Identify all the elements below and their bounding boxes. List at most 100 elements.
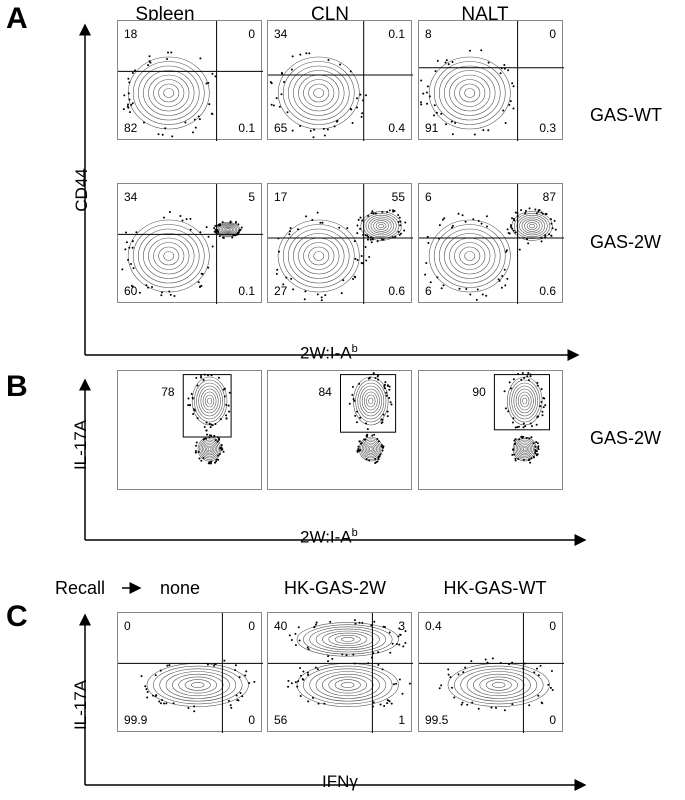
x-axis-title-a-main: 2W:I-A: [300, 343, 352, 363]
contour-line: [203, 442, 216, 456]
contour-line: [226, 228, 230, 231]
event-dot: [316, 211, 319, 214]
event-dot: [542, 396, 545, 399]
event-dot: [165, 702, 168, 705]
event-dot: [356, 449, 359, 452]
event-dot: [211, 245, 214, 248]
contour-line: [517, 441, 533, 457]
event-dot: [223, 387, 226, 390]
event-dot: [535, 212, 538, 215]
contour-line: [322, 673, 374, 697]
event-dot: [127, 103, 130, 106]
event-dot: [167, 51, 170, 54]
event-dot: [425, 91, 428, 94]
quadrant-top-right: 55: [391, 190, 405, 204]
contour-line: [522, 397, 528, 405]
event-dot: [158, 700, 161, 703]
event-dot: [512, 417, 515, 420]
event-dot: [507, 410, 510, 413]
event-dot: [147, 286, 150, 289]
event-dot: [160, 291, 163, 294]
event-dot: [540, 211, 543, 214]
contour-line: [522, 447, 527, 451]
panel-letter-c: C: [6, 600, 28, 633]
column-title-spleen: Spleen: [135, 4, 195, 25]
event-dot: [522, 426, 525, 429]
event-dot: [132, 267, 135, 270]
event-dot: [537, 694, 540, 697]
event-dot: [471, 701, 474, 704]
event-dot: [503, 268, 506, 271]
event-dot: [513, 453, 516, 456]
contour-line: [513, 385, 536, 417]
contour-line: [454, 79, 486, 107]
event-dot: [360, 255, 363, 258]
contour-line: [163, 251, 175, 261]
event-dot: [461, 214, 464, 217]
contour-line: [197, 436, 222, 462]
contour-plot-4: [118, 184, 263, 304]
event-dot: [528, 458, 531, 461]
contour-line: [148, 237, 190, 275]
event-dot: [148, 60, 151, 63]
event-dot: [357, 445, 360, 448]
event-dot: [148, 55, 151, 58]
contour-line: [172, 673, 224, 697]
event-dot: [306, 646, 309, 649]
event-dot: [461, 701, 464, 704]
contour-line: [309, 668, 387, 702]
event-dot: [225, 417, 228, 420]
event-dot: [217, 376, 220, 379]
event-dot: [511, 82, 514, 85]
contour-line: [328, 632, 368, 646]
event-dot: [239, 692, 242, 695]
event-dot: [485, 225, 488, 228]
event-dot: [534, 448, 537, 451]
event-dot: [386, 699, 389, 702]
event-dot: [304, 290, 307, 293]
event-dot: [125, 241, 128, 244]
column-title-nalt: NALT: [461, 4, 509, 25]
contour-line: [184, 679, 211, 691]
event-dot: [500, 286, 503, 289]
event-dot: [470, 660, 473, 663]
quadrant-bottom-right: 0.6: [388, 284, 405, 298]
event-dot: [357, 448, 360, 451]
event-dot: [447, 673, 450, 676]
event-dot: [537, 445, 540, 448]
contour-line: [524, 220, 541, 232]
event-dot: [248, 681, 251, 684]
event-dot: [253, 680, 256, 683]
quadrant-bottom-left: 91: [425, 121, 439, 135]
event-dot: [184, 121, 187, 124]
event-dot: [369, 238, 372, 241]
event-dot: [382, 413, 385, 416]
event-dot: [469, 293, 472, 296]
event-dot: [368, 256, 371, 259]
event-dot: [361, 219, 364, 222]
contour-line: [204, 394, 215, 408]
event-dot: [514, 459, 517, 462]
event-dot: [399, 220, 402, 223]
event-dot: [425, 262, 428, 265]
event-dot: [187, 397, 190, 400]
event-dot: [354, 276, 357, 279]
event-dot: [235, 221, 238, 224]
event-dot: [205, 429, 208, 432]
event-dot: [537, 415, 540, 418]
event-dot: [371, 210, 374, 213]
flow-plot-8: 84: [267, 370, 412, 490]
event-dot: [299, 53, 302, 56]
event-dot: [356, 232, 359, 235]
event-dot: [451, 133, 454, 136]
event-dot: [377, 378, 380, 381]
contour-line: [222, 225, 235, 234]
event-dot: [533, 671, 536, 674]
event-dot: [438, 224, 441, 227]
quadrant-bottom-right: 0.6: [539, 284, 556, 298]
event-dot: [194, 451, 197, 454]
event-dot: [294, 644, 297, 647]
event-dot: [296, 685, 299, 688]
event-dot: [195, 441, 198, 444]
contour-line: [315, 628, 380, 651]
